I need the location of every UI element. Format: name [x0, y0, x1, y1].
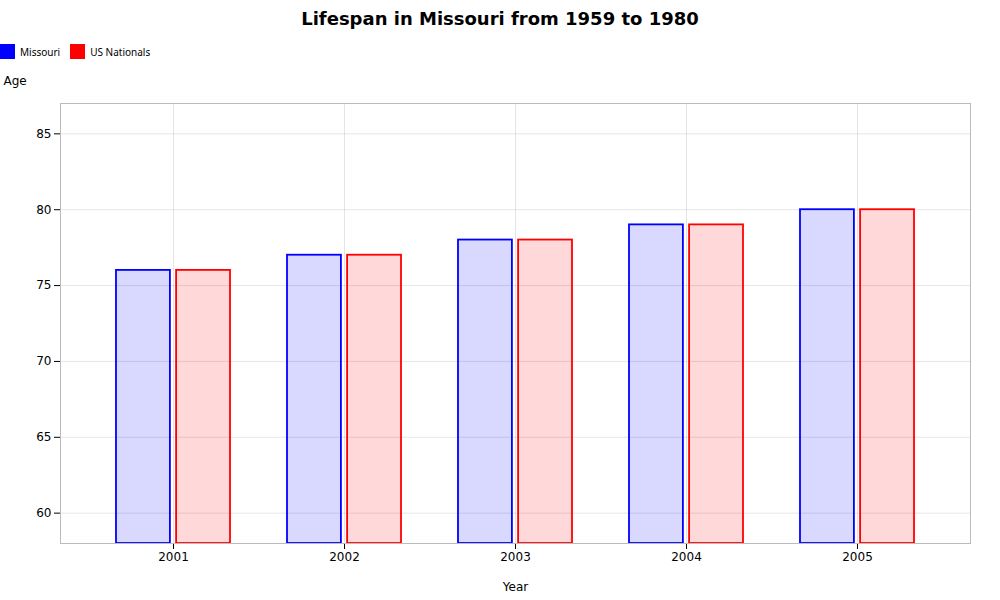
svg-text:2003: 2003 — [500, 550, 531, 564]
svg-text:2004: 2004 — [671, 550, 702, 564]
svg-text:60: 60 — [36, 506, 51, 520]
svg-text:2001: 2001 — [158, 550, 189, 564]
svg-text:65: 65 — [36, 430, 51, 444]
svg-text:85: 85 — [36, 127, 51, 141]
html-text:Missouri: Missouri — [20, 44, 61, 59]
svg-text:2002: 2002 — [329, 550, 360, 564]
svg-text:70: 70 — [36, 354, 51, 368]
svg-text:Year: Year — [502, 580, 528, 594]
svg-text:80: 80 — [36, 203, 51, 217]
svg-text:Age: Age — [4, 74, 27, 88]
html-text:US Nationals: US Nationals — [90, 44, 151, 59]
svg-text:2005: 2005 — [842, 550, 873, 564]
html-text:Lifespan in Missouri from 1959: Lifespan in Missouri from 1959 to 1980 — [301, 8, 699, 29]
svg-text:75: 75 — [36, 278, 51, 292]
